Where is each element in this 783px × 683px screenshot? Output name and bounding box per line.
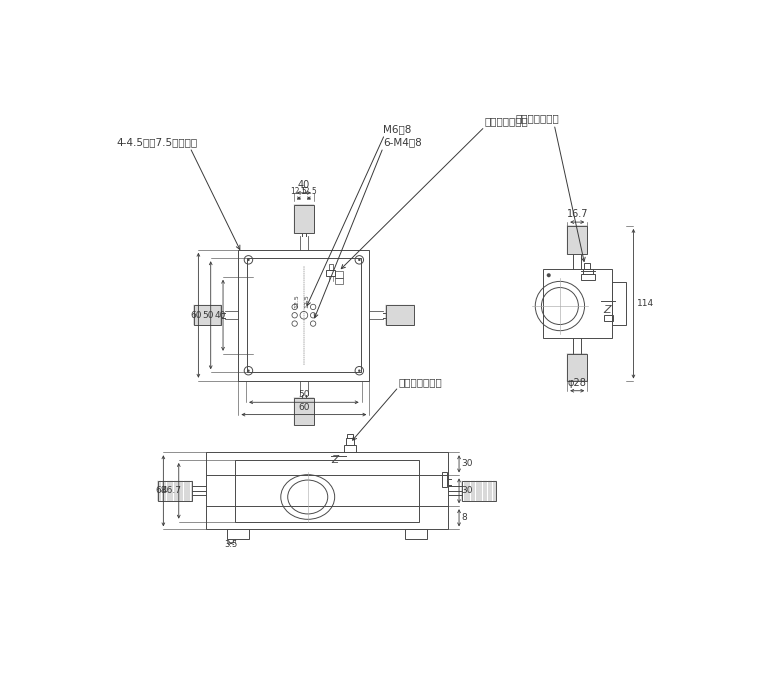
Bar xyxy=(235,460,419,522)
Text: 6-M4深8: 6-M4深8 xyxy=(383,137,422,148)
Bar xyxy=(239,250,370,380)
Text: Z: Z xyxy=(331,455,338,465)
Text: 50: 50 xyxy=(202,311,214,320)
Text: クランプレバー: クランプレバー xyxy=(516,113,559,123)
Text: 40: 40 xyxy=(215,311,226,320)
Text: クランプレバー: クランプレバー xyxy=(399,377,442,387)
Bar xyxy=(346,438,354,445)
Bar xyxy=(583,269,593,274)
Text: 50: 50 xyxy=(298,390,309,399)
Circle shape xyxy=(358,259,360,261)
Text: 30: 30 xyxy=(462,460,473,469)
Text: 30: 30 xyxy=(462,486,473,495)
Bar xyxy=(294,398,314,426)
Bar xyxy=(567,354,587,382)
Text: 4-4.5キリ7.5深ザグリ: 4-4.5キリ7.5深ザグリ xyxy=(117,137,198,148)
Bar xyxy=(206,452,448,529)
Bar xyxy=(227,529,249,539)
Text: M6深8: M6深8 xyxy=(383,124,412,135)
Bar xyxy=(247,258,361,372)
Circle shape xyxy=(247,370,250,372)
Text: 114: 114 xyxy=(637,299,654,308)
Text: 12.5: 12.5 xyxy=(290,187,307,196)
Text: φ28: φ28 xyxy=(568,378,586,388)
Text: 46.7: 46.7 xyxy=(162,486,182,495)
Bar xyxy=(335,277,343,283)
Circle shape xyxy=(247,259,250,261)
Text: 40: 40 xyxy=(298,180,310,190)
Bar xyxy=(344,445,356,452)
Text: Z: Z xyxy=(604,305,611,315)
Bar xyxy=(581,274,595,280)
Bar xyxy=(543,269,612,338)
Text: 12.5: 12.5 xyxy=(301,187,317,196)
Circle shape xyxy=(358,370,360,372)
Bar xyxy=(347,434,353,438)
Bar xyxy=(442,471,447,487)
Bar xyxy=(158,481,192,501)
Bar xyxy=(567,226,587,253)
Text: 16.7: 16.7 xyxy=(566,209,588,219)
Bar xyxy=(584,263,590,269)
Text: 3.5: 3.5 xyxy=(225,540,238,550)
Circle shape xyxy=(547,273,550,277)
Bar xyxy=(329,264,333,270)
Text: クランプレバー: クランプレバー xyxy=(485,117,529,126)
Text: 12.5: 12.5 xyxy=(294,294,299,307)
Bar xyxy=(335,271,343,277)
Bar xyxy=(294,205,314,233)
Text: 8: 8 xyxy=(462,514,467,522)
Bar xyxy=(193,305,222,325)
Bar xyxy=(612,282,626,325)
Text: 68: 68 xyxy=(155,486,167,495)
Bar xyxy=(405,529,427,539)
Bar xyxy=(327,270,335,276)
Bar xyxy=(386,305,414,325)
Text: 60: 60 xyxy=(190,311,201,320)
Bar xyxy=(462,481,496,501)
Text: 12.5: 12.5 xyxy=(304,294,309,307)
Text: 60: 60 xyxy=(298,402,309,412)
Bar xyxy=(604,314,613,320)
